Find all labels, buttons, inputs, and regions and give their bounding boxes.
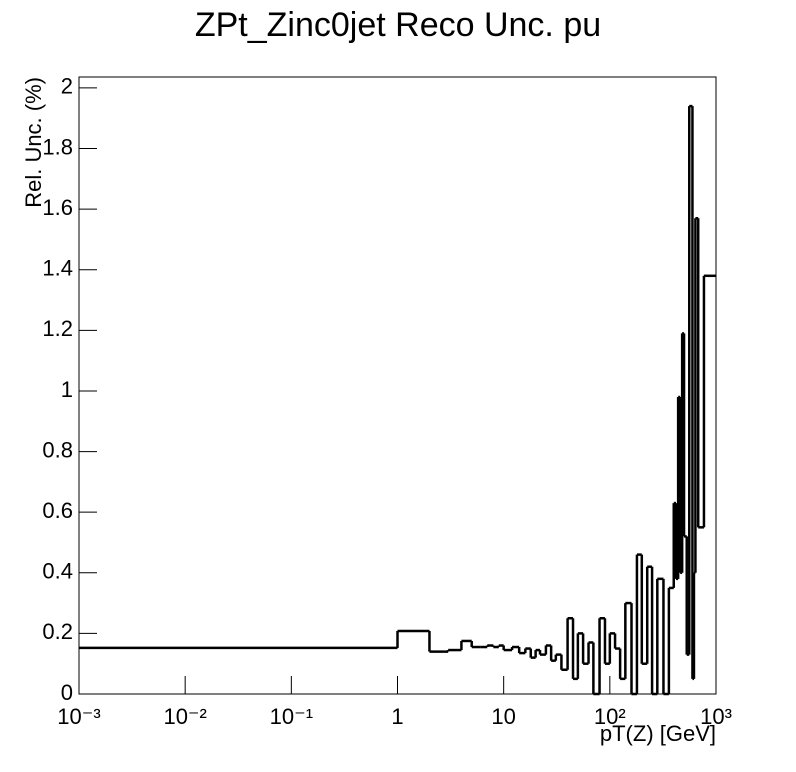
plot-frame	[78, 76, 717, 695]
y-tick-label: 1.2	[42, 316, 73, 341]
chart-title: ZPt_Zinc0jet Reco Unc. pu	[195, 6, 601, 44]
y-tick-label: 1.4	[42, 256, 73, 281]
y-tick-label: 1.6	[42, 195, 73, 220]
x-tick-label: 10³	[700, 704, 732, 729]
y-axis-label: Rel. Unc. (%)	[21, 77, 46, 208]
x-axis-label: pT(Z) [GeV]	[600, 721, 716, 746]
y-tick-label: 1	[61, 377, 73, 402]
y-tick-label: 1.8	[42, 134, 73, 159]
y-tick-label: 0.8	[42, 437, 73, 462]
y-tick-label: 2	[61, 74, 73, 99]
y-tick-label: 0.2	[42, 619, 73, 644]
y-tick-label: 0.6	[42, 498, 73, 523]
x-tick-label: 10	[491, 704, 515, 729]
x-tick-label: 1	[391, 704, 403, 729]
x-tick-label: 10⁻²	[163, 704, 206, 729]
y-tick-label: 0.4	[42, 559, 73, 584]
x-tick-label: 10⁻³	[57, 704, 100, 729]
y-tick-label: 0	[61, 680, 73, 705]
x-tick-label: 10²	[594, 704, 626, 729]
x-tick-label: 10⁻¹	[270, 704, 313, 729]
